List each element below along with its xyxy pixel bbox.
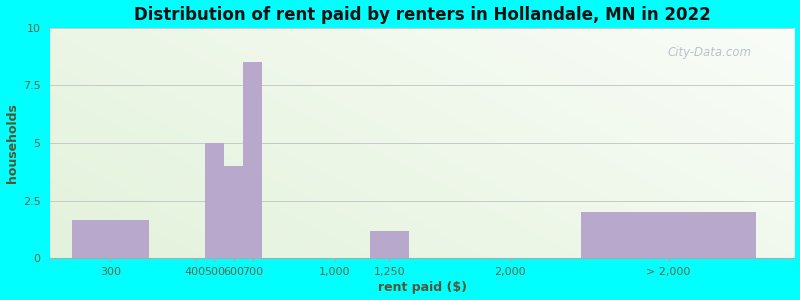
Bar (72, 220, 149, 258)
Bar (205, 143, 224, 258)
Bar (581, 212, 756, 258)
Text: City-Data.com: City-Data.com (668, 46, 752, 59)
X-axis label: rent paid ($): rent paid ($) (378, 281, 467, 294)
Y-axis label: households: households (6, 103, 18, 183)
Bar (224, 166, 243, 258)
Bar (370, 231, 409, 258)
Bar (243, 62, 262, 258)
Title: Distribution of rent paid by renters in Hollandale, MN in 2022: Distribution of rent paid by renters in … (134, 6, 710, 24)
